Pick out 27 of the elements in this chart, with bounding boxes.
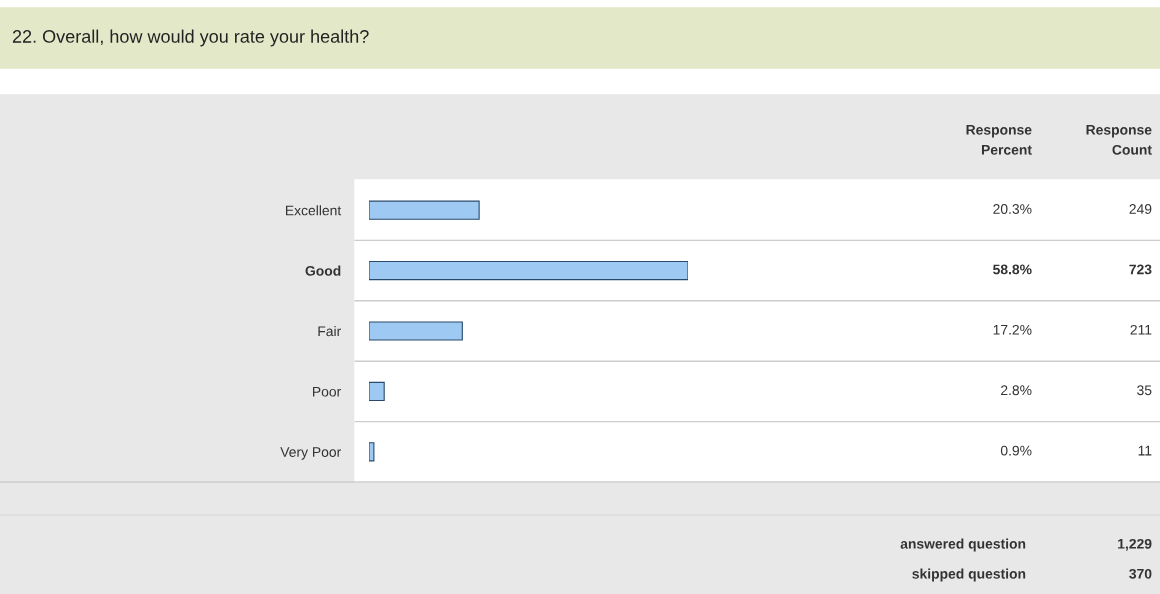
data-label: 58.8% (993, 264, 1032, 275)
text: 11 (1138, 445, 1152, 456)
data-label: 0.9% (1000, 445, 1032, 456)
y-tick-label: Poor (313, 386, 341, 397)
data-label: 20.3% (993, 204, 1032, 214)
y-tick-label: Excellent (286, 205, 342, 216)
text: skipped question (912, 568, 1026, 582)
bar (369, 442, 375, 462)
y-tick-label: Very Poor (280, 447, 341, 460)
text: 723 (1129, 264, 1152, 275)
text: 22. Overall, how would you rate your health? (12, 29, 369, 47)
text: 249 (1129, 204, 1152, 214)
y-tick-label: Good (305, 265, 341, 276)
text: 1,229 (1118, 538, 1152, 551)
data-label: 2.8% (1001, 385, 1032, 396)
bar (369, 321, 463, 341)
text: Response Percent (966, 125, 1032, 155)
bar (369, 381, 385, 402)
text: 370 (1129, 568, 1152, 579)
text: 211 (1130, 324, 1152, 335)
text: answered question (900, 538, 1026, 552)
text: 35 (1137, 385, 1152, 396)
data-label: 17.2% (993, 324, 1032, 335)
bar (369, 260, 688, 281)
bar (369, 200, 480, 220)
y-tick-label: Fair (318, 325, 341, 337)
text: Response Count (1086, 125, 1152, 155)
